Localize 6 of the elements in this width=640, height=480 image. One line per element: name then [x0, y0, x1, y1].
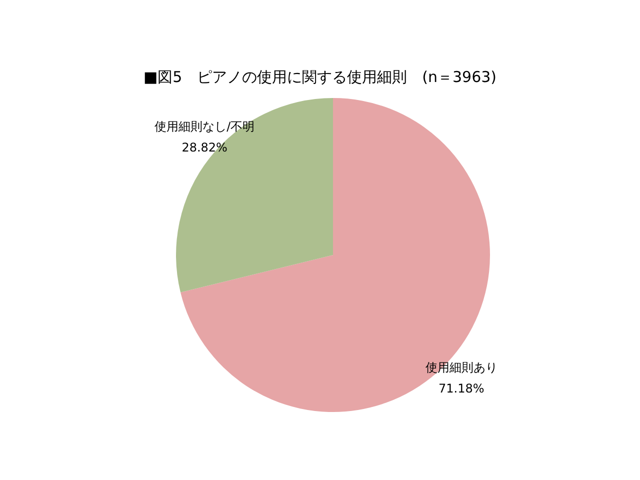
data-label: 28.82% [182, 140, 228, 155]
data-label: 71.18% [438, 381, 484, 396]
pie-slice [180, 98, 490, 412]
slice-label: 使用細則あり [425, 360, 498, 374]
slice-label: 使用細則なし/不明 [154, 120, 255, 134]
chart-title: ■図5 ピアノの使用に関する使用細則 (n＝3963) [143, 68, 497, 86]
